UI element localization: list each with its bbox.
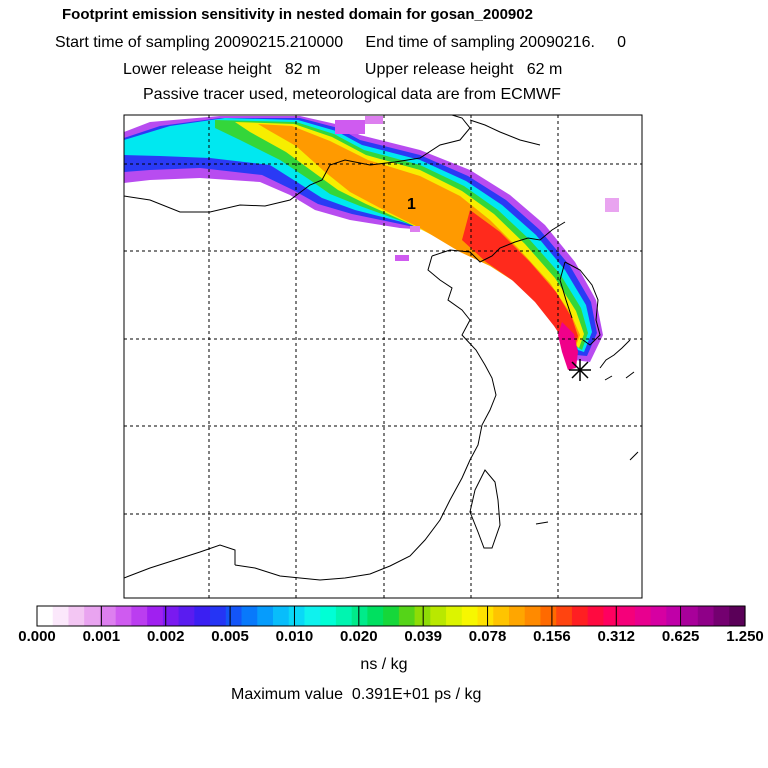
colorbar-tick-label: 0.002 xyxy=(146,628,185,645)
colorbar-cell xyxy=(682,606,699,626)
receptor-star-icon xyxy=(569,359,591,381)
colorbar-cell xyxy=(351,606,368,626)
colorbar-tick-label: 1.250 xyxy=(726,628,764,645)
colorbar-cell xyxy=(509,606,526,626)
colorbar-cell xyxy=(540,606,557,626)
coastline-layer xyxy=(124,115,639,581)
colorbar-tick-label: 0.625 xyxy=(661,628,700,645)
maximum-value: Maximum value 0.391E+01 ps / kg xyxy=(231,686,482,703)
colorbar-cell xyxy=(304,606,321,626)
colorbar-tick-label: 0.005 xyxy=(211,628,249,645)
colorbar-cell xyxy=(241,606,258,626)
colorbar-cell xyxy=(320,606,337,626)
plume-band-red xyxy=(462,210,578,350)
colorbar-cell xyxy=(634,606,652,626)
colorbar-cell xyxy=(493,606,510,626)
colorbar-cell xyxy=(446,606,463,626)
colorbar-cell xyxy=(210,606,227,626)
colorbar-cell xyxy=(147,606,164,626)
colorbar-cell xyxy=(713,606,730,626)
release-height-line: Lower release height 82 m Upper release … xyxy=(123,61,563,78)
colorbar-tick-label: 0.078 xyxy=(468,628,507,645)
colorbar-tick-label: 0.001 xyxy=(82,628,121,645)
colorbar-cell xyxy=(398,606,416,626)
colorbar-cell xyxy=(587,606,604,626)
colorbar-cell xyxy=(430,606,447,626)
colorbar-cell xyxy=(131,606,148,626)
colorbar-cell xyxy=(367,606,384,626)
lat-lon-grid xyxy=(124,115,642,598)
sampling-time-line: Start time of sampling 20090215.210000 E… xyxy=(55,34,627,51)
colorbar-cell xyxy=(477,606,494,626)
colorbar-cell xyxy=(68,606,85,626)
colorbar-tick-label: 0.000 xyxy=(18,628,56,645)
colorbar-cell xyxy=(52,606,70,626)
colorbar-tick-label: 0.020 xyxy=(340,628,378,645)
colorbar-cell xyxy=(524,606,542,626)
colorbar-tick-label: 0.010 xyxy=(275,628,314,645)
colorbar-cell xyxy=(461,606,479,626)
colorbar-tick-label: 0.312 xyxy=(597,628,636,645)
colorbar-cell xyxy=(178,606,195,626)
colorbar-cell xyxy=(650,606,667,626)
colorbar-cell xyxy=(194,606,211,626)
colorbar-cell xyxy=(288,606,306,626)
colorbar-cell xyxy=(162,606,180,626)
plume-band-green xyxy=(215,120,588,350)
colorbar-cell xyxy=(84,606,101,626)
colorbar-frame xyxy=(36,605,746,627)
map-title: Footprint emission sensitivity in nested… xyxy=(62,6,533,23)
colorbar-tick-label: 0.039 xyxy=(404,628,442,645)
colorbar-cell xyxy=(99,606,117,626)
map-frame xyxy=(123,114,643,599)
colorbar-units: ns / kg xyxy=(360,656,408,673)
colorbar-cell xyxy=(697,606,715,626)
colorbar-cell xyxy=(37,606,54,626)
colorbar-cell xyxy=(383,606,400,626)
colorbar-cell xyxy=(115,606,132,626)
colorbar-cell xyxy=(556,606,573,626)
colorbar-tick-label: 0.156 xyxy=(533,628,571,645)
colorbar-cell xyxy=(225,606,243,626)
colorbar-cell xyxy=(571,606,589,626)
colorbar-cell xyxy=(603,606,620,626)
colorbar-cell xyxy=(273,606,290,626)
colorbar-cell xyxy=(729,606,746,626)
plume-band-violet xyxy=(124,116,603,362)
region-label: 1 xyxy=(407,196,416,213)
colorbar-cell xyxy=(335,606,353,626)
colorbar-cell xyxy=(619,606,636,626)
plume-band-magenta xyxy=(558,322,578,370)
colorbar-cell xyxy=(257,606,274,626)
plume-band-orange xyxy=(258,124,580,346)
colorbar-cell xyxy=(666,606,683,626)
tracer-info-line: Passive tracer used, meteorological data… xyxy=(143,86,561,103)
